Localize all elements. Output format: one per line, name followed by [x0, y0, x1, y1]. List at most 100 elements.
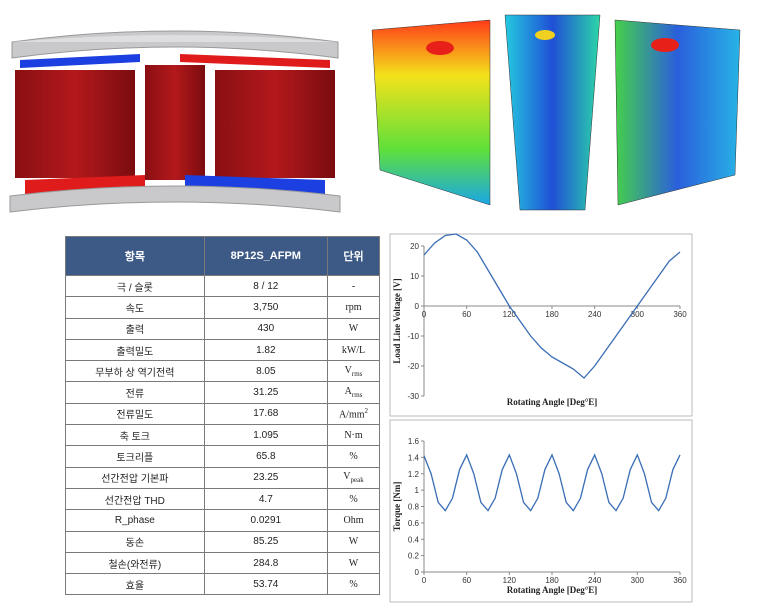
- unit-sub: rms: [351, 391, 363, 400]
- table-cell: 철손(와전류): [65, 551, 205, 575]
- table-cell: 23.25: [203, 466, 328, 489]
- table-cell: %: [326, 487, 381, 511]
- unit-sub: rms: [351, 369, 363, 378]
- table-cell: Arms: [326, 381, 381, 404]
- unit-text: V: [344, 364, 352, 376]
- table-row: 전류 31.25 Arms: [65, 381, 381, 404]
- renderings: [9, 14, 741, 213]
- y-axis-title: Torque [Nm]: [392, 482, 402, 532]
- table-row: 철손(와전류) 284.8 W: [65, 551, 381, 575]
- x-tick-label: 60: [462, 310, 471, 319]
- table-cell: 8.05: [203, 360, 328, 383]
- table-row: 축 토크 1.095 N·m: [65, 424, 381, 447]
- table-cell: 65.8: [203, 445, 328, 468]
- y-tick-label: 0: [415, 302, 420, 311]
- x-tick-label: 180: [545, 576, 559, 585]
- y-tick-label: 1.2: [408, 470, 420, 479]
- x-tick-label: 300: [631, 310, 645, 319]
- y-tick-label: 0: [415, 568, 420, 577]
- table-cell: 1.82: [203, 338, 328, 362]
- header-cell: 8P12S_AFPM: [203, 236, 328, 276]
- table-cell: -: [326, 274, 381, 298]
- table-row: 효율 53.74%: [65, 573, 381, 596]
- spec-table: 항목 8P12S_AFPM 단위 극 / 슬롯 8 / 12- 속도 3,750 rpm 출력 4…: [65, 236, 381, 596]
- data-line: [423, 453, 681, 512]
- header-cell: 단위: [326, 236, 381, 276]
- table-cell: 속도: [65, 296, 205, 319]
- x-tick-label: 0: [422, 310, 427, 319]
- table-cell: 극 / 슬롯: [65, 274, 205, 298]
- y-tick-label: -10: [407, 332, 419, 341]
- table-cell: kW/L: [326, 338, 381, 362]
- table-cell: 0.0291: [203, 509, 328, 532]
- table-cell: 430: [203, 317, 328, 340]
- table-row: R_phase 0.0291 Ohm: [65, 509, 381, 532]
- table-cell: 4.7: [203, 487, 328, 511]
- y-tick-label: 0.8: [408, 503, 420, 512]
- unit-sup: 2: [364, 407, 369, 416]
- y-tick-label: 0.6: [408, 519, 420, 528]
- table-cell: 효율: [65, 573, 205, 596]
- table-row: 출력 430 W: [65, 317, 381, 340]
- table-cell: %: [326, 445, 381, 468]
- table-cell: W: [326, 317, 381, 340]
- table-cell: 선간전압 THD: [65, 487, 205, 511]
- chart-frame: [389, 419, 693, 603]
- y-tick-label: 0.2: [408, 552, 420, 561]
- table-cell: 1.095: [203, 424, 328, 447]
- table-row: 선간전압 기본파 23.25 Vpeak: [65, 466, 381, 489]
- table-row: 토크리플 65.8%: [65, 445, 381, 468]
- chart-frame: [389, 233, 693, 417]
- thermal-model: [371, 14, 741, 211]
- table-row: 동손 85.25 W: [65, 530, 381, 553]
- table-cell: 8 / 12: [203, 274, 328, 298]
- x-tick-label: 120: [503, 310, 517, 319]
- y-tick-label: 0.4: [408, 535, 420, 544]
- table-cell: 284.8: [203, 551, 328, 575]
- data-line: [423, 233, 681, 379]
- table-cell: 3,750: [203, 296, 328, 319]
- motor-model: [9, 30, 341, 213]
- table-cell: W: [326, 530, 381, 553]
- table-cell: 축 토크: [65, 424, 205, 447]
- x-tick-label: 240: [588, 576, 602, 585]
- table-cell: A/mm2: [326, 402, 381, 426]
- unit-sub: peak: [350, 476, 364, 485]
- y-tick-label: -30: [407, 392, 419, 401]
- x-axis-title: Rotating Angle [Deg°E]: [507, 397, 598, 407]
- table-cell: 17.68: [203, 402, 328, 426]
- table-cell: %: [326, 573, 381, 596]
- table-cell: Vpeak: [326, 466, 381, 489]
- y-tick-label: -20: [407, 362, 419, 371]
- table-row: 극 / 슬롯 8 / 12-: [65, 274, 381, 298]
- x-tick-label: 0: [422, 576, 427, 585]
- y-tick-label: 1.4: [408, 453, 420, 462]
- x-tick-label: 180: [545, 310, 559, 319]
- table-cell: R_phase: [65, 509, 205, 532]
- y-tick-label: 20: [410, 242, 419, 251]
- header-cell: 항목: [65, 236, 205, 276]
- table-cell: 출력밀도: [65, 338, 205, 362]
- table-cell: Vrms: [326, 360, 381, 383]
- y-tick-label: 1: [415, 486, 420, 495]
- x-tick-label: 360: [673, 310, 687, 319]
- table-cell: 출력: [65, 317, 205, 340]
- header-row: 항목 8P12S_AFPM 단위: [65, 236, 381, 276]
- x-tick-label: 120: [503, 576, 517, 585]
- table-cell: 선간전압 기본파: [65, 466, 205, 489]
- table-row: 속도 3,750 rpm: [65, 296, 381, 319]
- y-axis-title: Load Line Voltage [V]: [392, 278, 402, 363]
- x-axis-title: Rotating Angle [Deg°E]: [507, 585, 598, 595]
- table-cell: 토크리플: [65, 445, 205, 468]
- table-cell: 전류: [65, 381, 205, 404]
- table-cell: 85.25: [203, 530, 328, 553]
- table-cell: 전류밀도: [65, 402, 205, 426]
- x-tick-label: 300: [631, 576, 645, 585]
- table-row: 출력밀도 1.82 kW/L: [65, 338, 381, 362]
- x-tick-label: 240: [588, 310, 602, 319]
- x-tick-label: 360: [673, 576, 687, 585]
- table-row: 선간전압 THD 4.7%: [65, 487, 381, 511]
- table-cell: rpm: [326, 296, 381, 319]
- unit-text: A: [344, 386, 352, 398]
